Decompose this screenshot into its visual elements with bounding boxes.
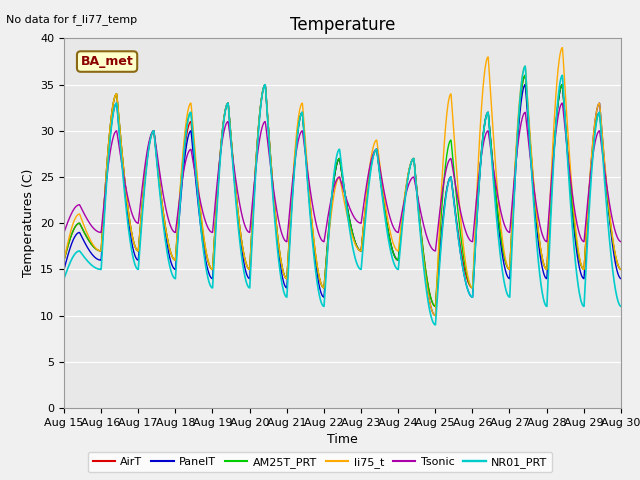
li75_t — [617, 266, 625, 272]
li75_t — [184, 108, 191, 114]
li75_t — [429, 310, 436, 315]
Line: Tsonic: Tsonic — [64, 103, 621, 251]
Tsonic — [502, 226, 509, 231]
Line: NR01_PRT: NR01_PRT — [64, 66, 621, 325]
li75_t — [431, 313, 439, 319]
Tsonic — [429, 247, 436, 252]
AirT — [184, 126, 191, 132]
X-axis label: Time: Time — [327, 433, 358, 446]
NR01_PRT — [431, 322, 439, 328]
Tsonic — [559, 100, 566, 106]
Line: li75_t: li75_t — [64, 48, 621, 316]
Text: No data for f_li77_temp: No data for f_li77_temp — [6, 14, 138, 25]
AM25T_PRT — [552, 127, 559, 132]
AM25T_PRT — [246, 259, 254, 265]
AM25T_PRT — [60, 257, 68, 263]
NR01_PRT — [184, 118, 191, 124]
PanelT — [429, 311, 437, 316]
Line: PanelT: PanelT — [64, 84, 621, 316]
PanelT — [60, 266, 68, 272]
li75_t — [60, 257, 68, 263]
AM25T_PRT — [431, 303, 439, 309]
NR01_PRT — [552, 129, 559, 134]
PanelT — [261, 82, 269, 87]
NR01_PRT — [246, 277, 254, 283]
AirT — [170, 257, 178, 263]
AirT — [502, 260, 509, 266]
Tsonic — [184, 151, 191, 156]
Line: AM25T_PRT: AM25T_PRT — [64, 75, 621, 306]
NR01_PRT — [522, 63, 529, 69]
AM25T_PRT — [522, 72, 529, 78]
Tsonic — [60, 229, 68, 235]
Tsonic — [246, 225, 254, 231]
Tsonic — [551, 138, 559, 144]
Legend: AirT, PanelT, AM25T_PRT, li75_t, Tsonic, NR01_PRT: AirT, PanelT, AM25T_PRT, li75_t, Tsonic,… — [88, 452, 552, 472]
AirT — [617, 266, 625, 272]
AM25T_PRT — [184, 117, 191, 123]
NR01_PRT — [502, 287, 509, 293]
Title: Temperature: Temperature — [290, 16, 395, 34]
Tsonic — [170, 229, 178, 235]
AM25T_PRT — [170, 257, 178, 263]
AirT — [246, 259, 254, 265]
AirT — [429, 300, 436, 306]
PanelT — [552, 129, 559, 135]
PanelT — [617, 276, 625, 281]
PanelT — [246, 268, 254, 274]
li75_t — [502, 258, 509, 264]
li75_t — [246, 259, 254, 265]
AM25T_PRT — [617, 266, 625, 272]
AirT — [552, 127, 559, 132]
Text: BA_met: BA_met — [81, 55, 134, 68]
Line: AirT: AirT — [64, 75, 621, 306]
AirT — [431, 303, 439, 309]
PanelT — [431, 313, 439, 319]
AirT — [522, 72, 529, 78]
li75_t — [559, 45, 566, 50]
Tsonic — [617, 239, 625, 244]
NR01_PRT — [170, 275, 178, 281]
Y-axis label: Temperatures (C): Temperatures (C) — [22, 169, 35, 277]
PanelT — [170, 266, 178, 272]
Tsonic — [431, 248, 439, 254]
NR01_PRT — [429, 319, 436, 324]
PanelT — [184, 135, 191, 141]
AirT — [60, 257, 68, 263]
NR01_PRT — [617, 303, 625, 309]
NR01_PRT — [60, 276, 68, 281]
li75_t — [170, 257, 178, 263]
AM25T_PRT — [429, 300, 436, 306]
li75_t — [551, 105, 559, 110]
PanelT — [502, 270, 510, 276]
AM25T_PRT — [502, 260, 509, 266]
